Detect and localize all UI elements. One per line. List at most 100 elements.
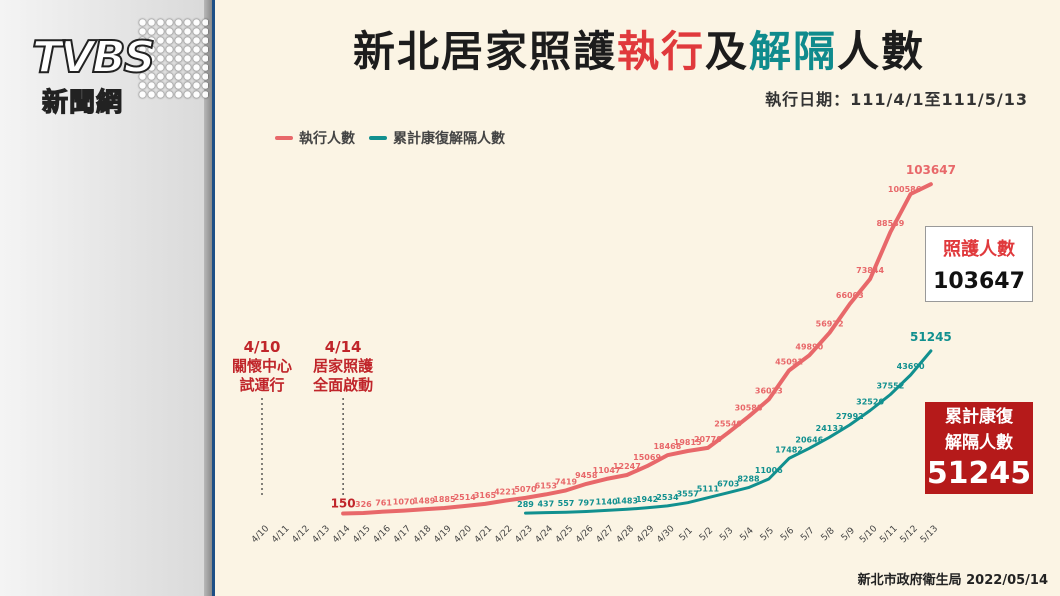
data-label-care-4/28: 12247 xyxy=(613,462,641,471)
legend-label-recovery: 累計康復解隔人數 xyxy=(393,131,505,147)
data-label-care-4/24: 6153 xyxy=(535,481,557,490)
data-label-recovery-4/28: 1483 xyxy=(616,496,638,505)
x-tick-label-4/17: 4/17 xyxy=(392,524,413,545)
data-label-care-5/10: 73844 xyxy=(856,266,884,275)
data-label-care-4/14: 150 xyxy=(331,497,356,511)
x-tick-label-4/21: 4/21 xyxy=(473,524,494,545)
logo-sub-text: 新聞網 xyxy=(41,87,124,118)
data-label-recovery-5/8: 24133 xyxy=(816,424,844,433)
x-tick-label-4/29: 4/29 xyxy=(635,524,657,546)
x-tick-label-4/30: 4/30 xyxy=(655,524,677,546)
recovery-count-value: 51245 xyxy=(926,456,1032,491)
data-label-recovery-4/29: 1942 xyxy=(636,495,658,504)
left-background xyxy=(0,0,212,596)
x-tick-label-4/12: 4/12 xyxy=(290,524,311,545)
data-label-care-4/23: 5070 xyxy=(514,485,537,494)
recovery-count-label-2: 解隔人數 xyxy=(945,433,1013,453)
date-range: 執行日期：111/4/1至111/5/13 xyxy=(765,90,1028,109)
data-label-care-4/18: 1489 xyxy=(413,496,436,505)
data-label-care-4/27: 11047 xyxy=(593,466,621,475)
data-label-recovery-5/11: 37552 xyxy=(876,382,904,391)
chart-legend: 執行人數 累計康復解隔人數 xyxy=(275,128,505,148)
footer-source: 新北市政府衛生局 2022/05/14 xyxy=(857,573,1048,588)
data-label-care-5/4: 30588 xyxy=(735,404,763,413)
x-tick-label-5/12: 5/12 xyxy=(899,524,920,545)
title-part-2: 執行 xyxy=(616,27,705,76)
care-count-label: 照護人數 xyxy=(943,239,1015,260)
data-label-recovery-4/24: 437 xyxy=(537,500,554,509)
legend-item-recovery: 累計康復解隔人數 xyxy=(369,128,505,148)
data-label-care-5/9: 66003 xyxy=(836,291,864,300)
data-label-recovery-4/23: 289 xyxy=(517,500,534,509)
title-part-4: 解隔 xyxy=(749,27,838,76)
x-tick-label-4/19: 4/19 xyxy=(432,524,454,546)
data-label-recovery-4/27: 1140 xyxy=(595,497,618,506)
x-tick-label-5/6: 5/6 xyxy=(779,526,797,544)
x-tick-label-5/8: 5/8 xyxy=(820,526,838,544)
x-tick-label-4/27: 4/27 xyxy=(595,524,616,545)
tvbs-logo: TVBS 新聞網 xyxy=(28,18,214,119)
x-tick-label-5/1: 5/1 xyxy=(678,526,695,543)
annotation-4/10-line-3: 試運行 xyxy=(239,376,284,394)
data-label-care-4/17: 1070 xyxy=(393,498,416,507)
recovery-count-box: 累計康復 解隔人數 51245 xyxy=(925,402,1033,494)
x-tick-label-5/11: 5/11 xyxy=(878,524,899,545)
data-label-recovery-4/25: 557 xyxy=(558,499,575,508)
annotation-4/14-line-1: 4/14 xyxy=(325,338,362,356)
legend-label-care: 執行人數 xyxy=(299,131,355,147)
data-label-care-5/11: 88589 xyxy=(876,219,904,228)
data-label-care-5/3: 25549 xyxy=(714,420,742,429)
data-label-care-5/8: 56972 xyxy=(816,320,844,329)
logo-dot-pattern xyxy=(138,18,208,98)
data-label-recovery-5/2: 5111 xyxy=(697,485,720,494)
legend-item-care: 執行人數 xyxy=(275,128,355,148)
data-label-care-4/16: 761 xyxy=(375,499,392,508)
data-label-care-4/25: 7419 xyxy=(555,477,578,486)
legend-swatch-recovery xyxy=(369,136,387,140)
legend-swatch-care xyxy=(275,136,293,140)
data-label-care-5/12: 100586 xyxy=(888,185,922,194)
x-tick-label-5/9: 5/9 xyxy=(840,526,858,544)
data-label-recovery-4/30: 2534 xyxy=(656,493,679,502)
data-label-care-4/29: 15069 xyxy=(633,453,661,462)
data-label-care-5/13: 103647 xyxy=(906,163,956,177)
data-label-care-4/19: 1885 xyxy=(433,495,456,504)
x-tick-label-4/11: 4/11 xyxy=(270,524,291,545)
data-label-recovery-5/9: 27992 xyxy=(836,412,864,421)
data-label-recovery-5/7: 20646 xyxy=(795,435,823,444)
data-label-care-5/2: 20770 xyxy=(694,435,722,444)
data-label-care-4/20: 2514 xyxy=(454,493,477,502)
data-label-care-4/30: 18468 xyxy=(653,442,681,451)
x-tick-label-4/25: 4/25 xyxy=(554,524,575,545)
chart-board: 新北居家照護執行及解隔人數 執行日期：111/4/1至111/5/13 執行人數… xyxy=(212,0,1060,596)
title-part-3: 及 xyxy=(704,27,749,76)
data-label-recovery-5/12: 43690 xyxy=(897,362,925,371)
x-tick-label-4/14: 4/14 xyxy=(331,524,353,546)
series-line-recovery xyxy=(524,349,933,515)
x-tick-label-5/4: 5/4 xyxy=(738,526,756,544)
data-label-care-4/21: 3165 xyxy=(474,491,497,500)
x-tick-label-4/24: 4/24 xyxy=(534,524,556,546)
data-label-care-4/26: 9458 xyxy=(575,471,598,480)
logo-main-text: TVBS xyxy=(31,31,156,84)
annotation-4/10-line-2: 關懷中心 xyxy=(232,357,292,375)
care-count-box: 照護人數 103647 xyxy=(925,226,1033,302)
x-tick-label-5/10: 5/10 xyxy=(858,524,880,546)
x-tick-label-4/16: 4/16 xyxy=(372,524,394,546)
x-tick-label-4/23: 4/23 xyxy=(513,524,534,545)
title-part-1: 新北居家照護 xyxy=(352,27,617,76)
recovery-count-label-1: 累計康復 xyxy=(945,407,1013,427)
data-label-recovery-5/6: 17482 xyxy=(775,445,803,454)
annotation-4/10-line-1: 4/10 xyxy=(244,338,281,356)
x-tick-label-5/2: 5/2 xyxy=(698,526,715,543)
title-part-5: 人數 xyxy=(837,27,926,76)
data-label-recovery-5/5: 11006 xyxy=(755,466,783,475)
data-label-care-5/1: 19815 xyxy=(674,438,702,447)
x-tick-label-5/5: 5/5 xyxy=(759,526,776,543)
x-tick-label-4/28: 4/28 xyxy=(615,524,637,546)
series-line-care xyxy=(341,182,933,516)
x-tick-label-4/13: 4/13 xyxy=(311,524,332,545)
data-label-recovery-5/13: 51245 xyxy=(910,330,952,344)
annotation-4/14-line-2: 居家照護 xyxy=(313,357,374,375)
